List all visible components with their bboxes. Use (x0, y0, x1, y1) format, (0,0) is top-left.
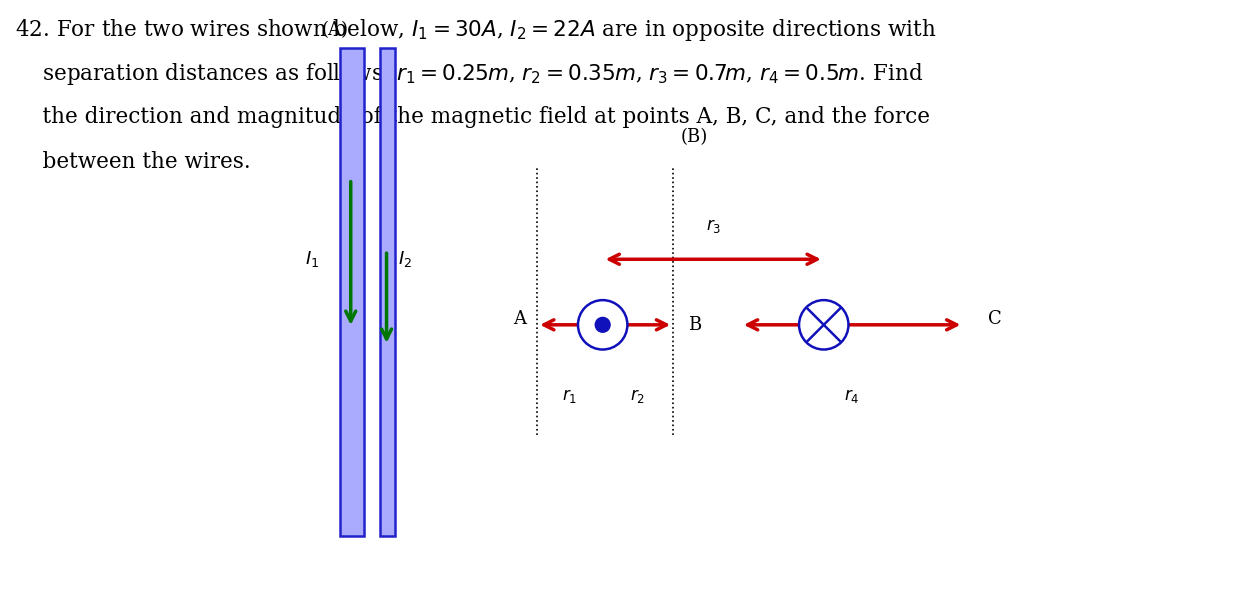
Text: between the wires.: between the wires. (15, 151, 251, 173)
Ellipse shape (595, 318, 610, 332)
Text: $I_1$: $I_1$ (305, 249, 320, 269)
Text: 42. For the two wires shown below, $I_1 = 30A$, $I_2 = 22A$ are in opposite dire: 42. For the two wires shown below, $I_1 … (15, 17, 936, 43)
Text: (A): (A) (321, 21, 348, 39)
Bar (380, 48, 395, 536)
Ellipse shape (578, 300, 627, 349)
Text: $r_2$: $r_2$ (630, 387, 645, 405)
Text: (B): (B) (680, 128, 708, 146)
Bar (340, 48, 364, 536)
Text: $r_3$: $r_3$ (706, 218, 721, 235)
Text: the direction and magnitude of the magnetic field at points A, B, C, and the for: the direction and magnitude of the magne… (15, 106, 930, 128)
Text: C: C (988, 310, 1002, 328)
Text: $r_4$: $r_4$ (845, 387, 860, 405)
Text: separation distances as follows: $r_1 = 0.25m$, $r_2 = 0.35m$, $r_3 = 0.7m$, $r_: separation distances as follows: $r_1 = … (15, 61, 923, 88)
Text: B: B (688, 316, 701, 334)
Text: $r_1$: $r_1$ (562, 387, 577, 405)
Text: $I_2$: $I_2$ (398, 249, 412, 269)
Text: A: A (513, 310, 526, 328)
Ellipse shape (799, 300, 848, 349)
